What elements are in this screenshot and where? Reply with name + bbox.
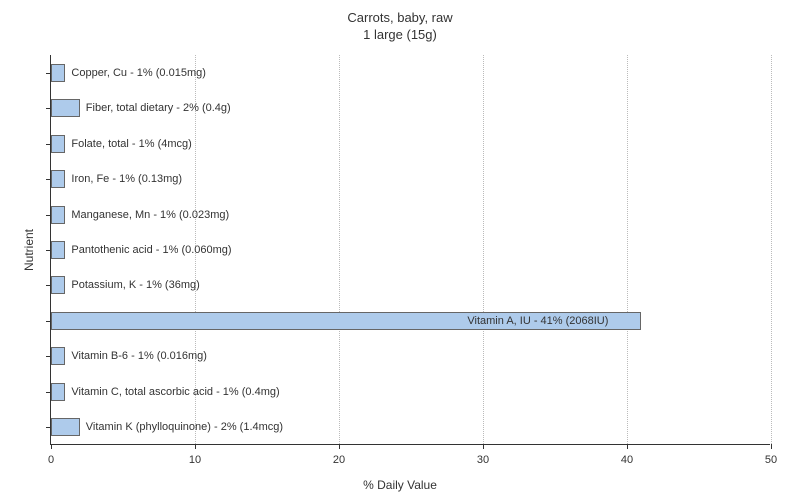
nutrient-bar — [51, 383, 65, 401]
x-tick — [627, 444, 628, 449]
nutrient-bar-label: Vitamin B-6 - 1% (0.016mg) — [71, 347, 207, 365]
nutrient-bar-label: Manganese, Mn - 1% (0.023mg) — [71, 206, 229, 224]
x-tick — [771, 444, 772, 449]
chart-title: Carrots, baby, raw 1 large (15g) — [0, 10, 800, 44]
x-tick — [195, 444, 196, 449]
title-line-2: 1 large (15g) — [0, 27, 800, 44]
nutrient-bar-label: Iron, Fe - 1% (0.13mg) — [71, 170, 182, 188]
gridline — [339, 55, 340, 444]
nutrient-bar-label: Pantothenic acid - 1% (0.060mg) — [71, 241, 231, 259]
x-tick-label: 50 — [765, 454, 777, 466]
nutrient-bar — [51, 170, 65, 188]
nutrient-bar — [51, 347, 65, 365]
nutrient-bar — [51, 206, 65, 224]
x-tick — [483, 444, 484, 449]
nutrient-bar — [51, 276, 65, 294]
nutrient-bar-label: Folate, total - 1% (4mcg) — [71, 135, 191, 153]
x-tick-label: 0 — [48, 454, 54, 466]
nutrient-bar — [51, 241, 65, 259]
nutrient-bar — [51, 135, 65, 153]
y-axis-label: Nutrient — [22, 229, 36, 271]
nutrient-bar-label: Copper, Cu - 1% (0.015mg) — [71, 64, 206, 82]
gridline — [771, 55, 772, 444]
x-tick — [339, 444, 340, 449]
nutrient-bar-label: Potassium, K - 1% (36mg) — [71, 276, 199, 294]
title-line-1: Carrots, baby, raw — [0, 10, 800, 27]
nutrient-bar-label: Vitamin A, IU - 41% (2068IU) — [467, 312, 608, 330]
gridline — [627, 55, 628, 444]
plot-area: 01020304050Copper, Cu - 1% (0.015mg)Fibe… — [50, 55, 770, 445]
x-tick-label: 10 — [189, 454, 201, 466]
nutrient-bar — [51, 64, 65, 82]
x-tick-label: 40 — [621, 454, 633, 466]
nutrient-bar-label: Fiber, total dietary - 2% (0.4g) — [86, 99, 231, 117]
nutrient-bar — [51, 99, 80, 117]
nutrient-bar-label: Vitamin C, total ascorbic acid - 1% (0.4… — [71, 383, 279, 401]
x-axis-label: % Daily Value — [0, 478, 800, 492]
x-tick-label: 20 — [333, 454, 345, 466]
nutrient-bar-label: Vitamin K (phylloquinone) - 2% (1.4mcg) — [86, 418, 283, 436]
gridline — [483, 55, 484, 444]
x-tick-label: 30 — [477, 454, 489, 466]
x-tick — [51, 444, 52, 449]
nutrient-bar — [51, 418, 80, 436]
